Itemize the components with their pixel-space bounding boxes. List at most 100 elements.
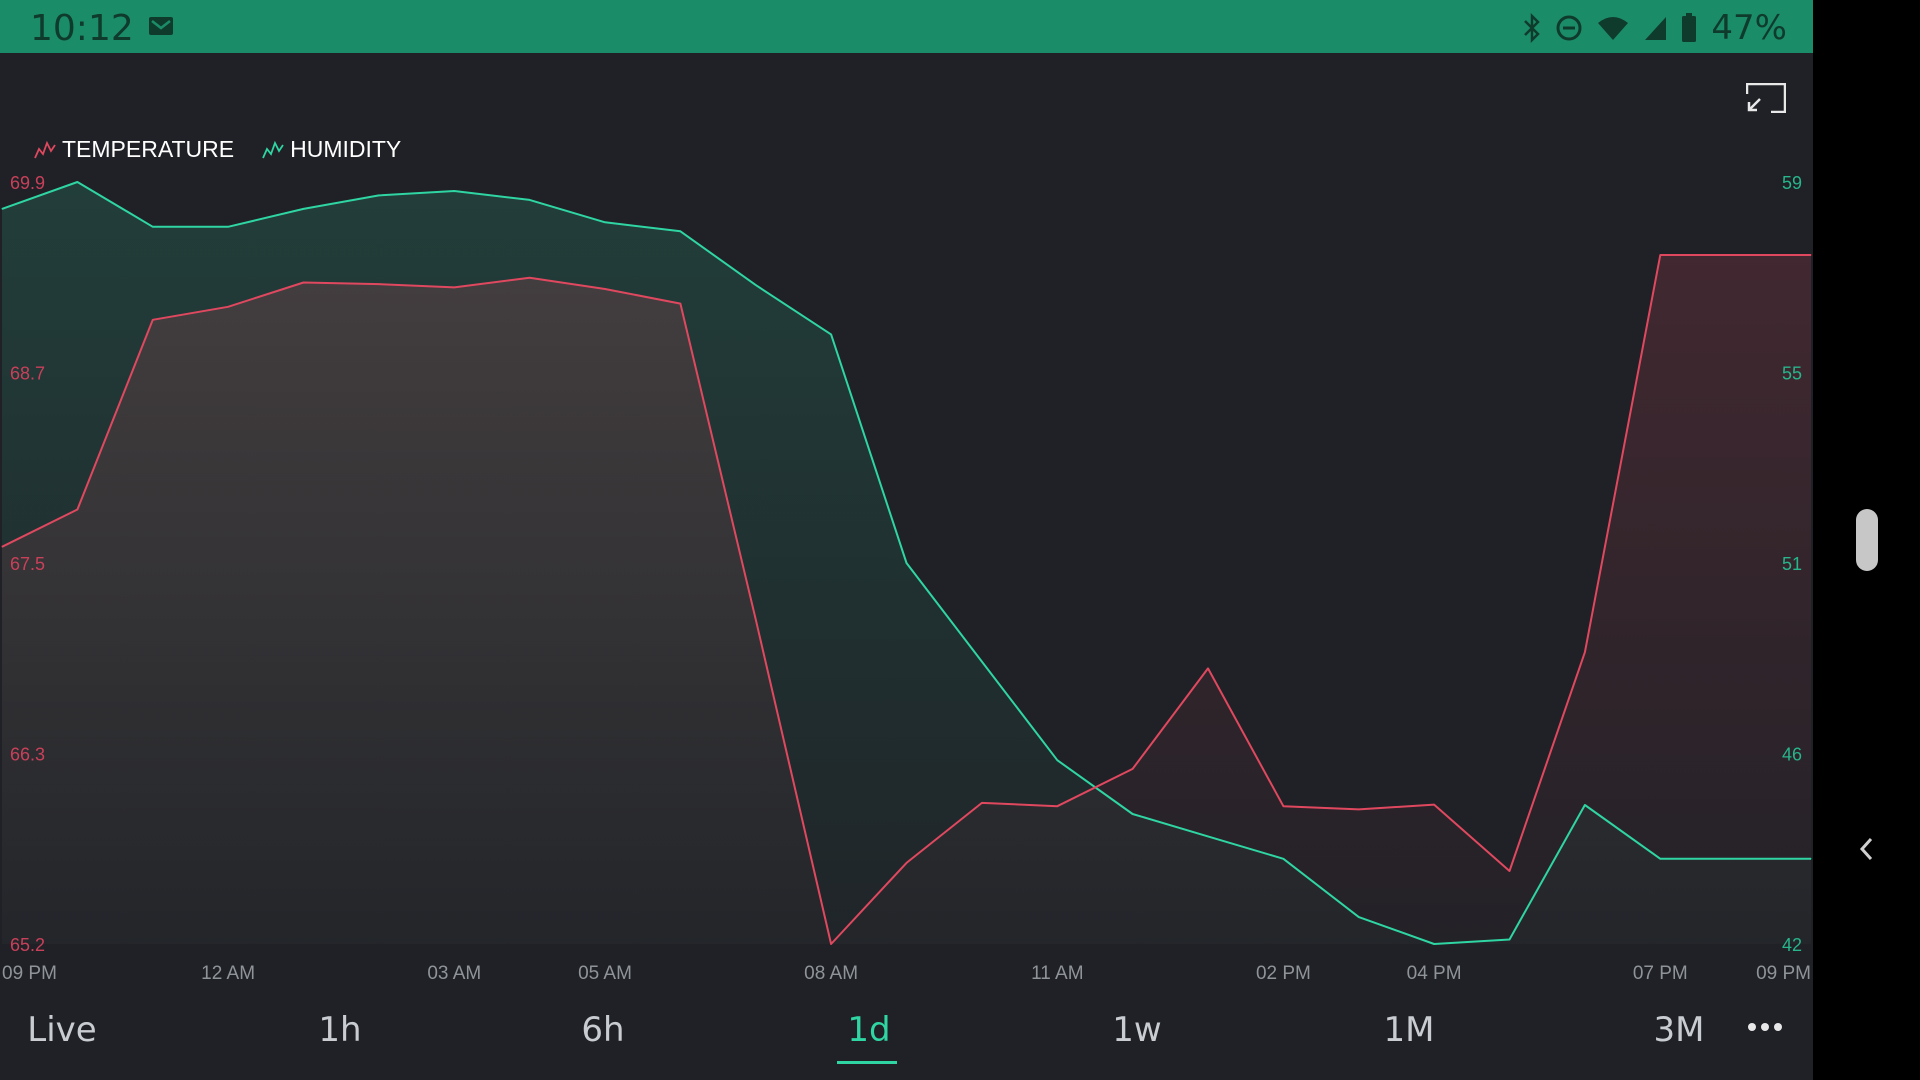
humidity-point bbox=[1282, 858, 1284, 860]
temperature-point bbox=[453, 286, 455, 288]
temperature-point bbox=[1509, 870, 1510, 872]
tab-1h[interactable]: 1h bbox=[318, 1010, 362, 1050]
temperature-point bbox=[1735, 254, 1737, 256]
temperature-area bbox=[2, 255, 1811, 944]
bluetooth-icon bbox=[1524, 13, 1541, 43]
humidity-point bbox=[1207, 835, 1209, 837]
humidity-point bbox=[1, 208, 3, 210]
humidity-point bbox=[679, 230, 681, 232]
wifi-icon bbox=[1598, 17, 1629, 40]
humidity-point bbox=[1810, 858, 1812, 860]
humidity-point bbox=[830, 333, 832, 335]
legend-temperature[interactable]: TEMPERATURE bbox=[34, 136, 234, 163]
chart-legend: TEMPERATURE HUMIDITY bbox=[34, 136, 401, 163]
time-range-tabs: Live 1h 6h 1d 1w 1M 3M bbox=[0, 1000, 1813, 1080]
temperature-point bbox=[1810, 254, 1812, 256]
humidity-point bbox=[152, 226, 154, 228]
humidity-point bbox=[529, 199, 531, 201]
temperature-point bbox=[755, 619, 757, 621]
temperature-point bbox=[1433, 804, 1435, 806]
humidity-point bbox=[906, 562, 907, 564]
temperature-point bbox=[679, 303, 681, 305]
temperature-point bbox=[1132, 768, 1134, 770]
x-axis-tick-label: 09 PM bbox=[1756, 963, 1811, 984]
humidity-point bbox=[1358, 916, 1360, 918]
humidity-point bbox=[227, 226, 229, 228]
humidity-point bbox=[1056, 759, 1058, 761]
battery-percent: 47% bbox=[1711, 8, 1787, 48]
temperature-point bbox=[830, 943, 832, 945]
humidity-point bbox=[1735, 858, 1737, 860]
humidity-point bbox=[1132, 813, 1134, 815]
temperature-point bbox=[76, 509, 78, 510]
x-axis-tick-label: 09 PM bbox=[2, 963, 57, 984]
x-axis-tick-label: 03 AM bbox=[427, 963, 481, 984]
legend-humidity-label: HUMIDITY bbox=[290, 136, 402, 162]
temperature-point bbox=[303, 282, 304, 283]
signal-icon bbox=[1645, 17, 1667, 40]
humidity-point bbox=[1433, 943, 1435, 945]
temperature-point bbox=[604, 288, 606, 290]
x-axis-tick-label: 07 PM bbox=[1633, 963, 1688, 984]
temperature-point bbox=[1, 546, 3, 548]
x-axis-tick-label: 05 AM bbox=[578, 963, 632, 984]
x-axis-tick-label: 02 PM bbox=[1256, 963, 1311, 984]
x-axis-tick-label: 11 AM bbox=[1031, 963, 1083, 984]
active-tab-indicator bbox=[837, 1061, 897, 1064]
temperature-point bbox=[152, 319, 154, 321]
temperature-point bbox=[906, 862, 907, 864]
temperature-point bbox=[529, 277, 531, 279]
tab-6h[interactable]: 6h bbox=[581, 1010, 625, 1050]
humidity-point bbox=[76, 181, 78, 183]
x-axis-tick-label: 08 AM bbox=[804, 963, 858, 984]
humidity-point bbox=[1509, 939, 1510, 940]
status-time: 10:12 bbox=[30, 8, 134, 49]
right-axis-tick-label: 55 bbox=[1782, 364, 1802, 384]
humidity-point bbox=[1659, 858, 1661, 860]
more-options-icon[interactable] bbox=[1747, 1022, 1783, 1032]
temperature-point bbox=[981, 802, 983, 804]
scroll-handle[interactable] bbox=[1856, 509, 1878, 571]
tab-1w[interactable]: 1w bbox=[1112, 1010, 1162, 1050]
humidity-point bbox=[755, 284, 757, 286]
humidity-series-icon bbox=[262, 140, 284, 158]
do-not-disturb-icon bbox=[1556, 15, 1582, 41]
tab-live[interactable]: Live bbox=[27, 1010, 97, 1050]
humidity-point bbox=[604, 221, 606, 223]
left-axis-tick-label: 65.2 bbox=[10, 935, 45, 955]
battery-icon bbox=[1682, 13, 1697, 42]
temperature-point bbox=[1207, 667, 1209, 669]
mail-icon bbox=[149, 17, 173, 35]
chevron-left-icon[interactable] bbox=[1855, 832, 1879, 866]
temperature-point bbox=[227, 306, 229, 308]
temperature-point bbox=[1358, 808, 1360, 810]
left-axis-tick-label: 67.5 bbox=[10, 554, 45, 574]
humidity-point bbox=[1584, 804, 1586, 806]
line-chart: 69.9 68.7 67.5 66.3 65.2 59 55 51 46 42 09 PM 12 AM… bbox=[1, 173, 1812, 984]
exit-fullscreen-icon[interactable] bbox=[1746, 83, 1786, 113]
right-axis-tick-label: 51 bbox=[1782, 554, 1802, 574]
temperature-series-icon bbox=[34, 140, 56, 158]
tab-1m[interactable]: 1M bbox=[1383, 1010, 1435, 1050]
right-axis-tick-label: 42 bbox=[1782, 935, 1802, 955]
temperature-point bbox=[1659, 254, 1661, 256]
temperature-point bbox=[1282, 805, 1284, 807]
x-axis-tick-label: 12 AM bbox=[201, 963, 255, 984]
x-axis-tick-label: 04 PM bbox=[1407, 963, 1462, 984]
humidity-point bbox=[453, 190, 455, 192]
humidity-point bbox=[303, 208, 304, 210]
right-axis-tick-label: 59 bbox=[1782, 173, 1802, 193]
status-bar: 10:12 47% bbox=[0, 0, 1813, 53]
status-icons: 47% bbox=[1523, 8, 1787, 48]
tab-3m[interactable]: 3M bbox=[1653, 1010, 1705, 1050]
legend-humidity[interactable]: HUMIDITY bbox=[262, 136, 401, 163]
left-axis-tick-label: 68.7 bbox=[10, 364, 45, 384]
temperature-point bbox=[1056, 805, 1058, 807]
humidity-point bbox=[981, 661, 983, 663]
temperature-point bbox=[378, 283, 380, 285]
left-axis-tick-label: 69.9 bbox=[10, 173, 45, 193]
temperature-point bbox=[1584, 651, 1586, 653]
tab-1d[interactable]: 1d bbox=[847, 1010, 891, 1050]
left-axis-tick-label: 66.3 bbox=[10, 745, 45, 765]
right-axis-tick-label: 46 bbox=[1782, 745, 1802, 765]
